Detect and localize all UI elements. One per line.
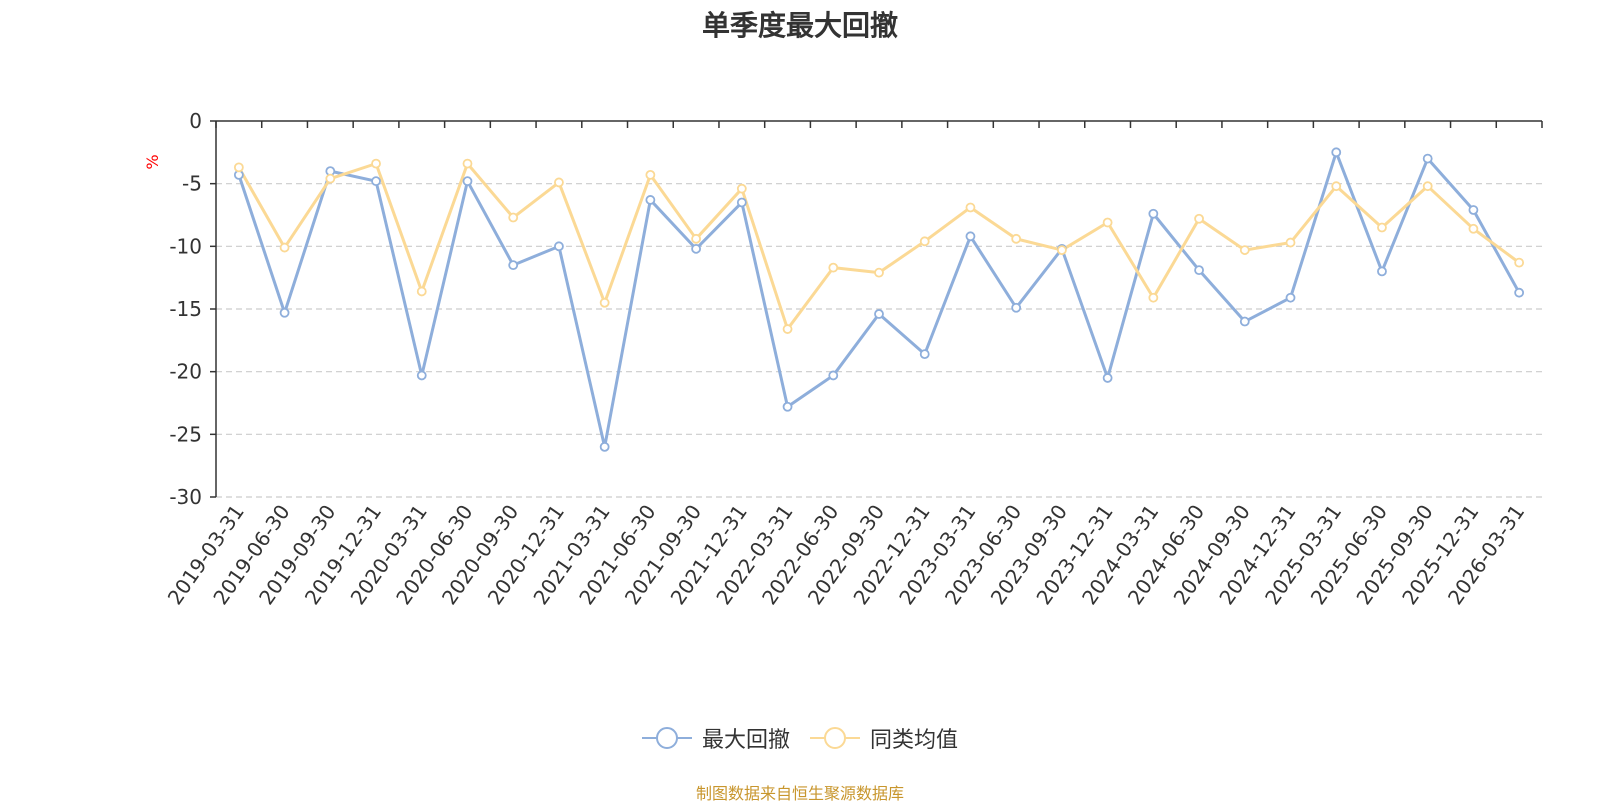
data-point-series1 xyxy=(1011,302,1022,313)
data-point-series2 xyxy=(416,286,427,297)
data-point-series1 xyxy=(1102,373,1113,383)
data-point-series1 xyxy=(1239,316,1250,327)
data-point-series1 xyxy=(736,197,747,208)
data-point-series2 xyxy=(1148,292,1159,303)
chart-title: 单季度最大回撤 xyxy=(701,9,898,42)
data-point-series1 xyxy=(279,307,290,318)
legend-label-series2: 同类均值 xyxy=(870,728,959,753)
data-point-series2 xyxy=(919,236,930,247)
legend-label-series1: 最大回撤 xyxy=(701,728,790,753)
data-point-series2 xyxy=(462,158,473,169)
data-point-series2 xyxy=(325,173,336,184)
data-point-series2 xyxy=(1102,217,1113,228)
data-point-series1 xyxy=(1194,265,1204,276)
data-point-series1 xyxy=(919,349,930,360)
data-point-series2 xyxy=(1377,222,1387,233)
legend: 最大回撤 同类均值 xyxy=(0,722,1600,754)
data-point-series1 xyxy=(508,260,519,271)
data-point-series1 xyxy=(874,309,884,319)
data-point-series1 xyxy=(1514,287,1525,298)
data-point-series2 xyxy=(233,162,244,173)
y-tick-label: -15 xyxy=(169,297,202,321)
data-point-series2 xyxy=(371,158,381,169)
data-point-series2 xyxy=(1056,245,1067,255)
data-point-series1 xyxy=(1468,205,1479,215)
data-point-series1 xyxy=(416,370,427,381)
data-point-series1 xyxy=(691,243,702,254)
data-point-series2 xyxy=(508,212,519,223)
data-point-series2 xyxy=(965,202,976,213)
data-point-series2 xyxy=(874,267,884,278)
data-point-series2 xyxy=(1285,237,1296,248)
data-point-series2 xyxy=(279,242,290,253)
data-point-series2 xyxy=(599,297,610,308)
y-tick-label: -30 xyxy=(169,485,202,509)
data-point-series1 xyxy=(828,370,839,381)
y-tick-label: -10 xyxy=(169,234,202,258)
data-point-series1 xyxy=(554,241,564,252)
data-point-series2 xyxy=(1331,181,1342,192)
data-point-series1 xyxy=(1377,266,1387,277)
legend-item-series2[interactable]: 同类均值 xyxy=(810,722,958,754)
y-tick-label: -5 xyxy=(182,172,202,196)
source-note: 制图数据来自恒生聚源数据库 xyxy=(695,784,904,803)
data-point-series1 xyxy=(1285,292,1296,303)
data-point-series2 xyxy=(691,233,702,244)
y-tick-label: -20 xyxy=(169,360,202,384)
legend-item-series1[interactable]: 最大回撤 xyxy=(641,722,790,754)
data-point-series2 xyxy=(782,324,793,334)
data-point-series1 xyxy=(782,401,793,412)
data-point-series1 xyxy=(1148,208,1159,219)
data-point-series2 xyxy=(554,177,564,188)
data-point-series1 xyxy=(371,176,381,187)
data-point-series1 xyxy=(1422,153,1433,164)
data-point-series2 xyxy=(1468,223,1479,234)
data-point-series2 xyxy=(645,169,656,180)
data-point-series2 xyxy=(1514,257,1525,268)
legend-symbol-series2 xyxy=(810,727,860,749)
y-axis-unit: % xyxy=(143,154,162,169)
data-point-series2 xyxy=(1011,233,1022,244)
legend-symbol-series1 xyxy=(641,727,692,749)
data-point-series2 xyxy=(1422,181,1433,192)
data-point-series2 xyxy=(828,262,839,273)
data-point-series1 xyxy=(645,195,656,205)
data-point-series1 xyxy=(1331,147,1342,158)
y-tick-label: -25 xyxy=(169,422,202,446)
data-point-series2 xyxy=(736,183,747,194)
data-point-series1 xyxy=(599,441,610,452)
data-point-series2 xyxy=(1239,245,1250,255)
data-point-series1 xyxy=(462,176,473,187)
y-tick-label: 0 xyxy=(189,109,202,133)
data-point-series2 xyxy=(1194,213,1204,224)
data-point-series1 xyxy=(965,231,976,242)
